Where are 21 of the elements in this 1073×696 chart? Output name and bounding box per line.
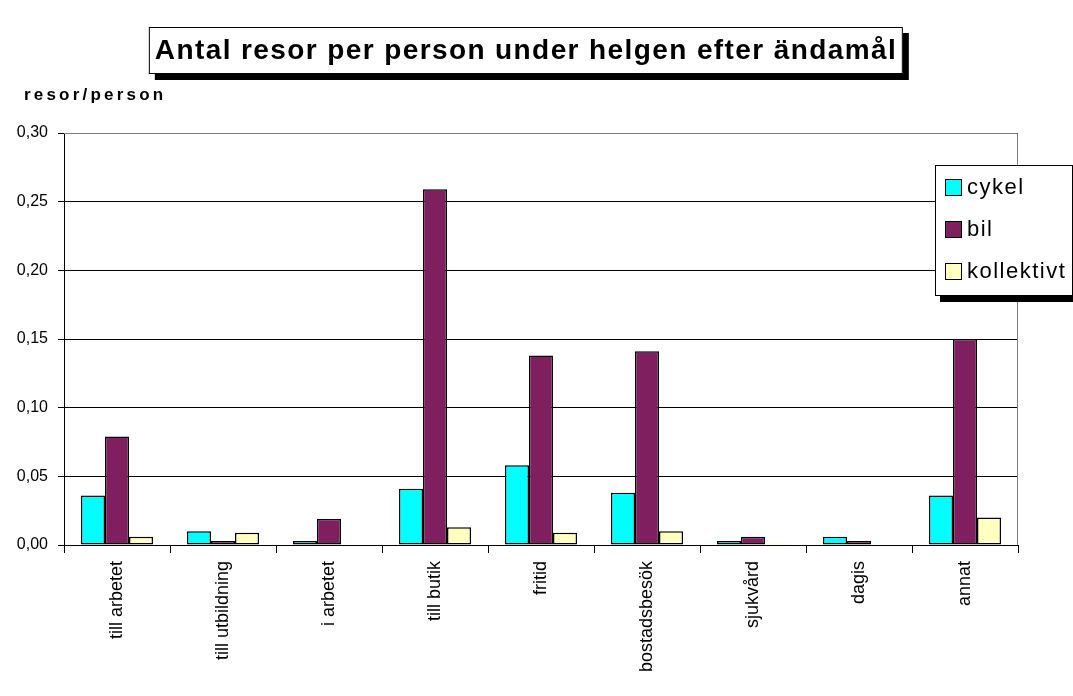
- x-tick-label: fritid: [529, 561, 550, 596]
- y-tick-label: 0,10: [16, 398, 49, 416]
- y-tick-label: 0,05: [16, 466, 49, 484]
- legend-label: bil: [967, 216, 994, 242]
- x-tick-label: bostadsbesök: [635, 560, 656, 673]
- y-tick-label: 0,00: [16, 535, 49, 553]
- x-tick-label: till butik: [423, 560, 444, 622]
- x-tick-label: i arbetet: [317, 561, 338, 627]
- x-tick-label: till utbildning: [211, 561, 232, 661]
- x-tick-label: sjukvård: [741, 561, 762, 629]
- legend-label: cykel: [967, 174, 1025, 200]
- legend-label: kollektivt: [967, 258, 1067, 284]
- y-tick-label: 0,20: [16, 260, 49, 278]
- x-tick-label: till arbetet: [105, 561, 126, 640]
- y-tick-label: 0,15: [16, 329, 49, 347]
- chart-title: Antal resor per person under helgen efter ändamål: [148, 27, 904, 74]
- y-axis-title: resor/person: [24, 85, 167, 105]
- x-tick-label: annat: [953, 561, 974, 607]
- x-tick-label: dagis: [847, 561, 868, 605]
- y-tick-label: 0,30: [16, 123, 49, 141]
- y-tick-label: 0,25: [16, 192, 49, 210]
